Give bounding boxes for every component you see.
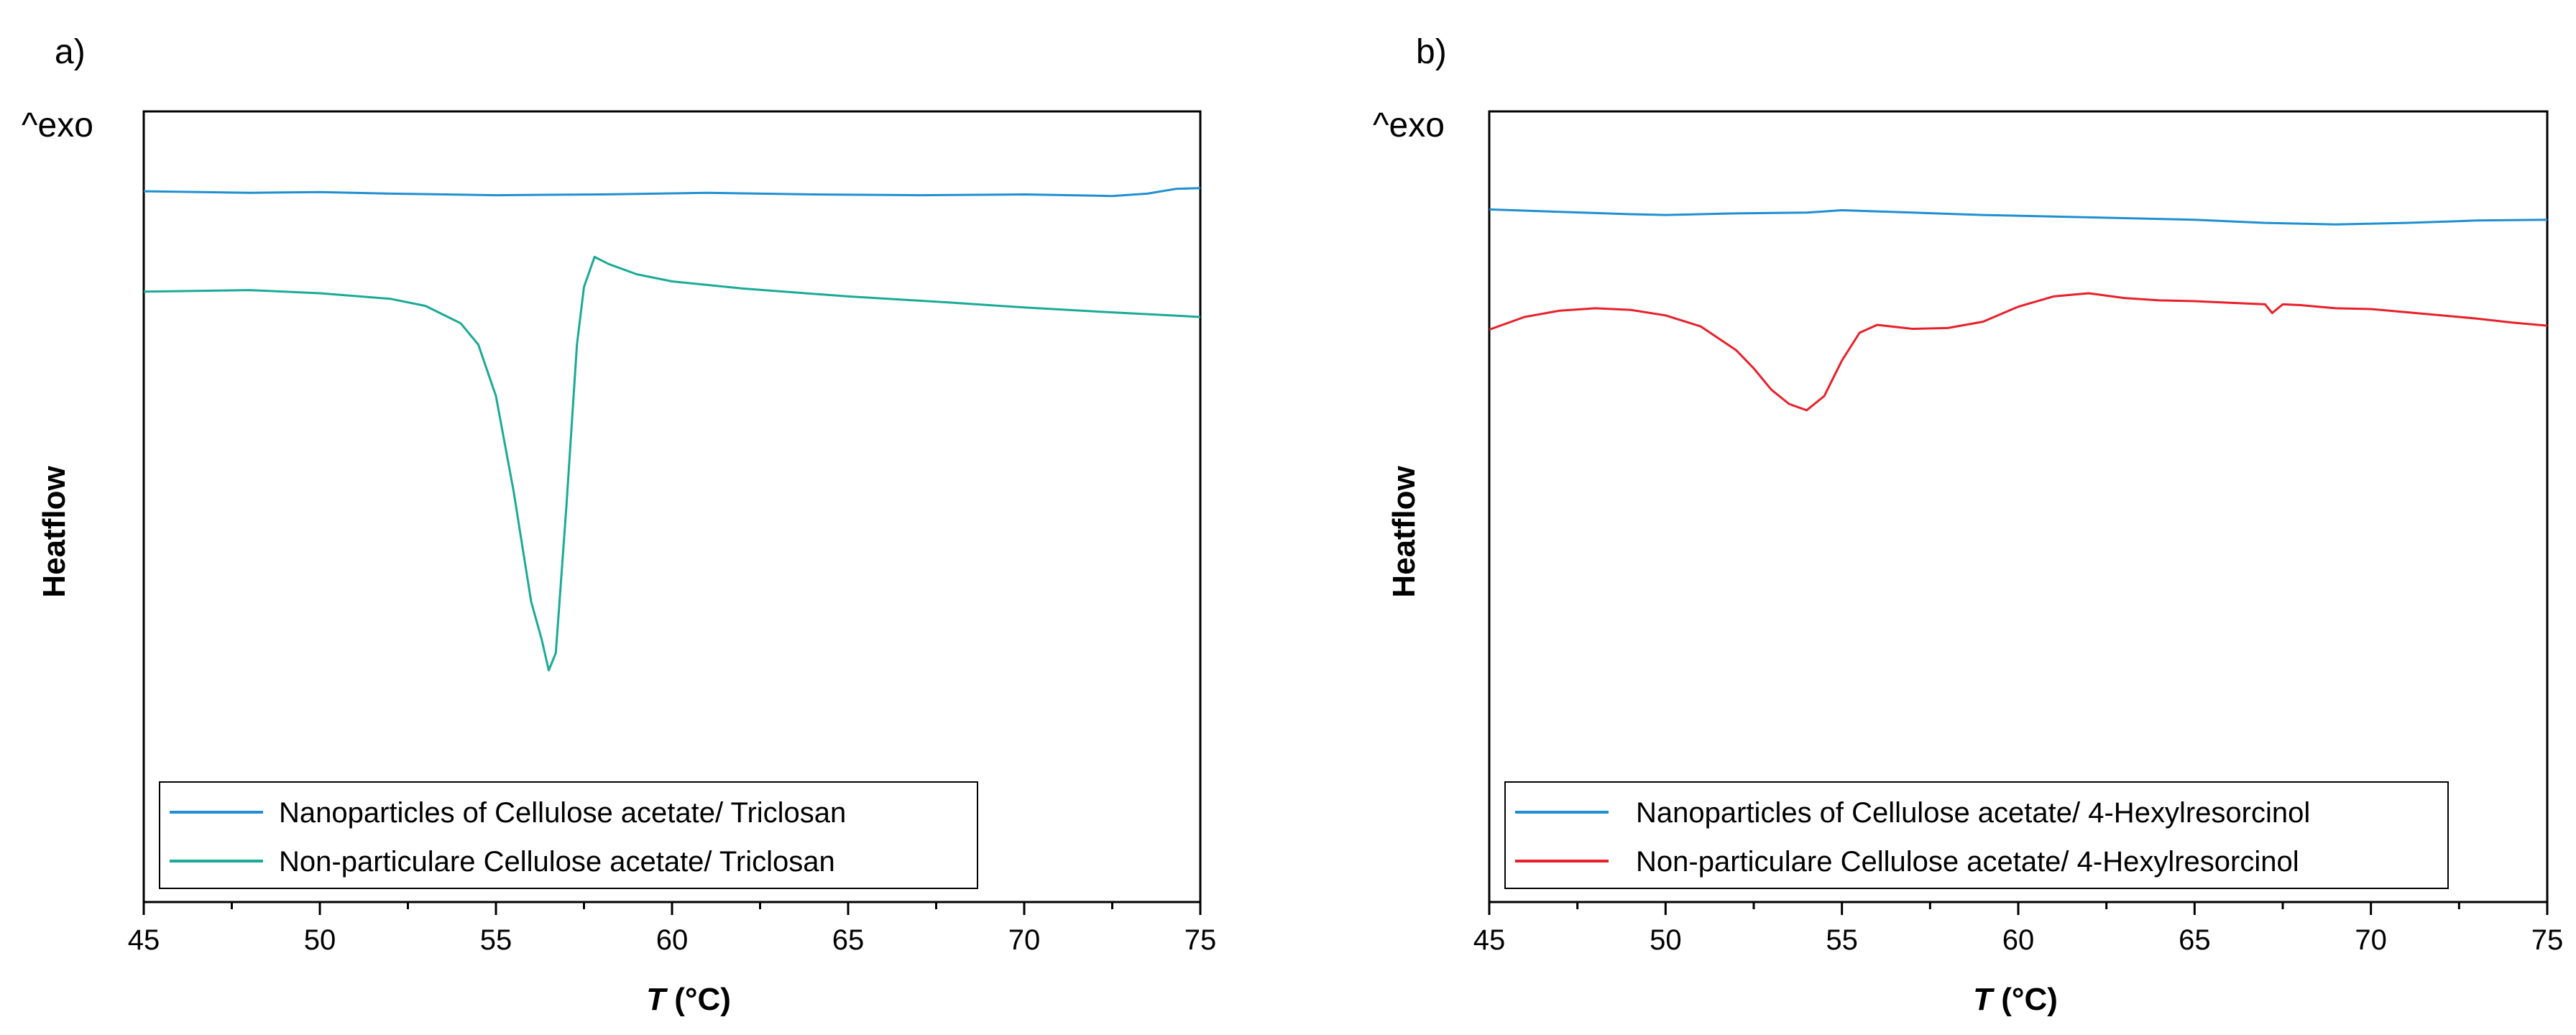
x-tick-label-b-5: 70: [2355, 924, 2387, 956]
series-line-a-0: [143, 187, 1201, 198]
x-tick-label-a-6: 75: [1184, 924, 1217, 956]
panel-label-a: a): [55, 33, 86, 71]
y-axis-title-b: Heatflow: [1386, 466, 1422, 598]
x-tick-label-b-1: 50: [1650, 924, 1682, 956]
panel-a: a) ^exo Heatflow T (°C) 45 50 55 60 65 70 75 N…: [22, 33, 1216, 1017]
x-tick-label-a-3: 60: [656, 924, 689, 956]
x-tick-label-a-1: 50: [304, 924, 336, 956]
series-line-b-0: [1489, 208, 2548, 226]
legend-label-a-1: Non-particulare Cellulose acetate/ Tricl…: [279, 846, 835, 878]
x-tick-label-b-0: 45: [1473, 924, 1506, 956]
legend-label-a-0: Nanoparticles of Cellulose acetate/ Tric…: [279, 797, 846, 829]
x-axis-title-italic-b: T: [1973, 982, 1995, 1017]
x-ticks-b: 45 50 55 60 65 70 75: [1473, 902, 2564, 956]
series-lines-b: [1489, 208, 2548, 412]
x-tick-label-a-2: 55: [480, 924, 512, 956]
x-axis-title-unit-a: (°C): [666, 982, 731, 1017]
x-axis-title-a: T (°C): [646, 982, 731, 1017]
exo-label-a: ^exo: [22, 106, 93, 144]
x-tick-label-b-4: 65: [2179, 924, 2211, 956]
x-tick-label-a-4: 65: [832, 924, 865, 956]
x-axis-title-unit-b: (°C): [1992, 982, 2058, 1017]
y-axis-title-a: Heatflow: [37, 466, 72, 598]
x-tick-label-b-3: 60: [2002, 924, 2035, 956]
x-ticks-a: 45 50 55 60 65 70 75: [128, 902, 1217, 956]
x-axis-title-b: T (°C): [1973, 982, 2058, 1017]
legend-label-b-0: Nanoparticles of Cellulose acetate/ 4-He…: [1636, 797, 2310, 829]
panel-label-b: b): [1416, 33, 1447, 71]
x-tick-label-a-5: 70: [1008, 924, 1041, 956]
x-axis-title-italic-a: T: [646, 982, 668, 1017]
legend-b: Nanoparticles of Cellulose acetate/ 4-He…: [1504, 781, 2449, 889]
x-tick-label-a-0: 45: [128, 924, 160, 956]
series-lines-a: [143, 187, 1201, 672]
series-line-b-1: [1489, 292, 2548, 412]
legend-box-b: [1504, 781, 2449, 889]
legend-box-a: [159, 781, 978, 889]
x-tick-label-b-2: 55: [1826, 924, 1858, 956]
exo-label-b: ^exo: [1373, 106, 1445, 144]
legend-a: Nanoparticles of Cellulose acetate/ Tric…: [159, 781, 978, 889]
x-tick-label-b-6: 75: [2531, 924, 2564, 956]
panel-b: b) ^exo Heatflow T (°C) 45 50 55 60 65 70 75 N…: [1373, 33, 2563, 1017]
legend-label-b-1: Non-particulare Cellulose acetate/ 4-Hex…: [1636, 846, 2299, 878]
series-line-a-1: [143, 255, 1201, 672]
